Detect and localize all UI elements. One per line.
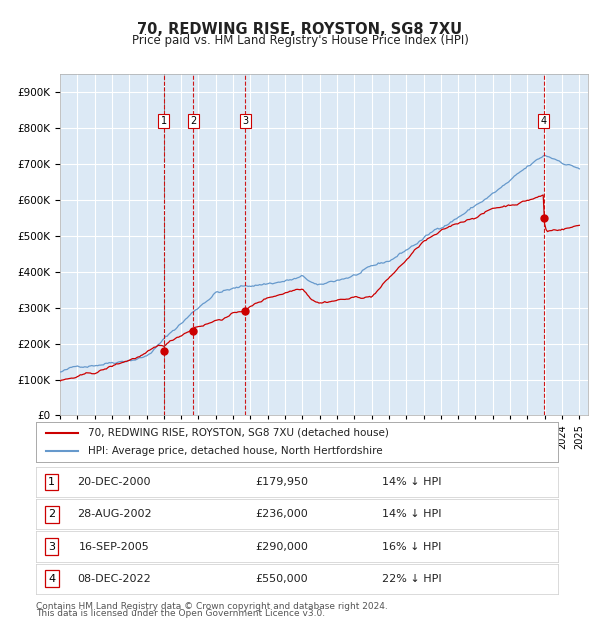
Text: 1: 1 bbox=[161, 116, 167, 126]
Text: Contains HM Land Registry data © Crown copyright and database right 2024.: Contains HM Land Registry data © Crown c… bbox=[36, 601, 388, 611]
Text: 70, REDWING RISE, ROYSTON, SG8 7XU: 70, REDWING RISE, ROYSTON, SG8 7XU bbox=[137, 22, 463, 37]
Text: 70, REDWING RISE, ROYSTON, SG8 7XU (detached house): 70, REDWING RISE, ROYSTON, SG8 7XU (deta… bbox=[88, 428, 389, 438]
Text: 2: 2 bbox=[48, 509, 55, 520]
Text: 14% ↓ HPI: 14% ↓ HPI bbox=[382, 477, 442, 487]
Text: 3: 3 bbox=[242, 116, 248, 126]
Text: This data is licensed under the Open Government Licence v3.0.: This data is licensed under the Open Gov… bbox=[36, 609, 325, 618]
Text: 22% ↓ HPI: 22% ↓ HPI bbox=[382, 574, 442, 584]
Text: Price paid vs. HM Land Registry's House Price Index (HPI): Price paid vs. HM Land Registry's House … bbox=[131, 34, 469, 47]
Text: 16% ↓ HPI: 16% ↓ HPI bbox=[382, 541, 442, 552]
Text: £290,000: £290,000 bbox=[255, 541, 308, 552]
Text: 16-SEP-2005: 16-SEP-2005 bbox=[79, 541, 149, 552]
Text: HPI: Average price, detached house, North Hertfordshire: HPI: Average price, detached house, Nort… bbox=[88, 446, 383, 456]
Text: 20-DEC-2000: 20-DEC-2000 bbox=[77, 477, 151, 487]
Text: 2: 2 bbox=[190, 116, 196, 126]
Text: 3: 3 bbox=[48, 541, 55, 552]
Text: 14% ↓ HPI: 14% ↓ HPI bbox=[382, 509, 442, 520]
Text: £550,000: £550,000 bbox=[255, 574, 308, 584]
Text: 4: 4 bbox=[541, 116, 547, 126]
Text: £236,000: £236,000 bbox=[255, 509, 308, 520]
Text: 28-AUG-2002: 28-AUG-2002 bbox=[77, 509, 152, 520]
Text: 08-DEC-2022: 08-DEC-2022 bbox=[77, 574, 151, 584]
Text: 4: 4 bbox=[48, 574, 55, 584]
Text: 1: 1 bbox=[48, 477, 55, 487]
Text: £179,950: £179,950 bbox=[255, 477, 308, 487]
